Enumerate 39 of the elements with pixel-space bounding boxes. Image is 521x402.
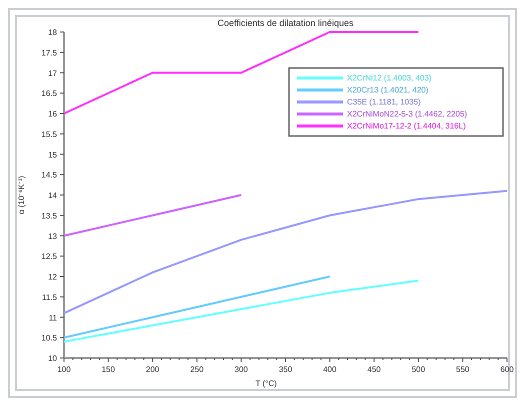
- line-series: [63, 276, 331, 339]
- line-series: [63, 190, 508, 314]
- y-tick-label: 14: [48, 191, 58, 200]
- line-series: [63, 280, 420, 343]
- x-tick-label: 500: [412, 365, 426, 374]
- chart-title: Coefficients de dilatation linéiques: [218, 18, 354, 28]
- y-axis-title: α (10⁻⁶K⁻¹): [17, 175, 26, 214]
- x-tick-label: 250: [190, 365, 204, 374]
- y-tick-label: 17: [48, 68, 58, 78]
- x-tick-label: 450: [367, 365, 382, 374]
- x-tick-label: 300: [234, 365, 248, 374]
- y-tick-label: 18: [48, 28, 58, 37]
- text: X2CrNiMo17-12-2 (1.4404, 316L): [347, 122, 466, 130]
- y-tick-label: 13.5: [41, 211, 58, 220]
- y-tick-label: 11: [48, 313, 58, 322]
- text: X2CrNiMoN22-5-3 (1.4462, 2205): [347, 110, 468, 118]
- x-tick-label: 550: [456, 365, 470, 374]
- y-tick-label: 10: [48, 354, 58, 363]
- x-tick-label: 350: [278, 365, 293, 374]
- text: C35E (1.1181, 1035): [347, 98, 422, 106]
- x-axis-title: T (°C): [256, 379, 278, 388]
- x-tick-label: 150: [102, 365, 116, 374]
- y-tick-label: 14.5: [41, 170, 58, 180]
- y-tick-label: 15: [48, 150, 58, 160]
- text: X2CrNi12 (1.4003, 403): [347, 74, 432, 82]
- x-tick-label: 200: [146, 365, 160, 374]
- y-tick-label: 13: [48, 232, 58, 241]
- y-tick-label: 16.5: [41, 89, 58, 98]
- y-tick-label: 12: [48, 272, 58, 282]
- y-tick-label: 17.5: [41, 48, 58, 58]
- x-tick-label: 600: [500, 365, 514, 374]
- x-tick-label: 400: [323, 365, 338, 374]
- y-tick-label: 15.5: [41, 130, 58, 139]
- y-tick-label: 12.5: [41, 252, 58, 262]
- text: X20Cr13 (1.4021, 420): [347, 86, 429, 94]
- x-tick-label: 100: [57, 365, 72, 374]
- y-tick-label: 16: [48, 110, 58, 118]
- y-tick-label: 10.5: [41, 334, 58, 343]
- y-tick-label: 11.5: [42, 292, 58, 302]
